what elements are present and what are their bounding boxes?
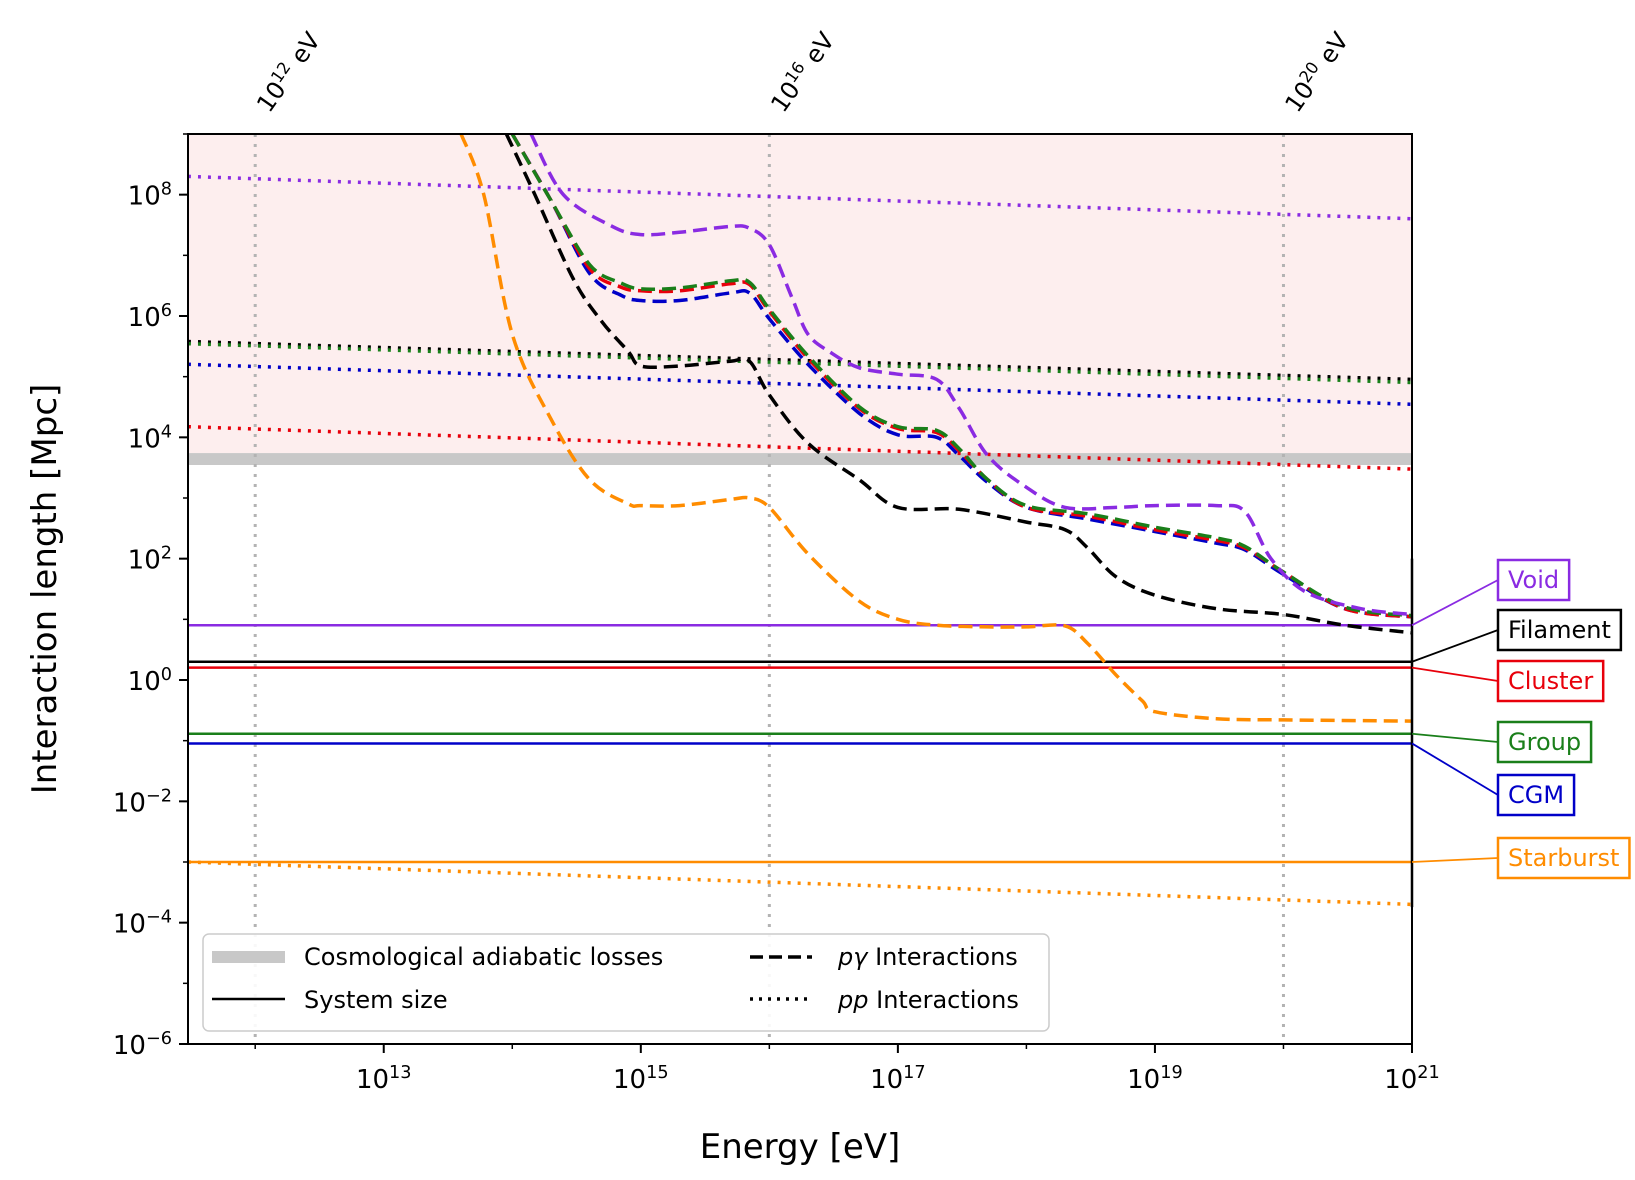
pp-line-filament xyxy=(188,339,1412,382)
env-label-box-void xyxy=(1496,558,1571,602)
top-marker-label-1: 1016eV xyxy=(763,25,840,117)
shaded-region xyxy=(188,134,1412,454)
x-axis-title: Energy [eV] xyxy=(700,1127,901,1167)
x-tick-label-3-exp: 19 xyxy=(1160,1063,1183,1083)
env-label-box-starburst xyxy=(1496,836,1631,880)
pgamma-line-void xyxy=(529,134,1412,617)
y-tick-label-6-exp: 6 xyxy=(161,301,172,321)
y-tick-label-1-base: 10 xyxy=(113,910,146,940)
top-marker-label-2: 1020eV xyxy=(1277,25,1354,117)
env-label-filament: Filament xyxy=(1508,616,1611,644)
axes: 1013 1015 1017 1019 102110−610−410−210010210… xyxy=(113,133,1440,1095)
y-tick-label-0-exp: −6 xyxy=(146,1029,172,1049)
x-tick-label-2-base: 10 xyxy=(870,1065,903,1095)
x-tick-label-4-exp: 21 xyxy=(1417,1063,1440,1083)
x-tick-label-0-base: 10 xyxy=(356,1065,389,1095)
x-tick-label-2-exp: 17 xyxy=(903,1063,926,1083)
env-leader-cgm xyxy=(1411,742,1499,796)
env-label-box-group xyxy=(1496,720,1593,764)
legend-label-pp: pp Interactions xyxy=(837,986,1019,1014)
pgamma-line-filament xyxy=(504,134,1412,635)
y-axis-title: Interaction length [Mpc] xyxy=(25,384,65,795)
top-marker-label-2-unit: eV xyxy=(1313,27,1354,69)
y-tick-label-3-exp: 0 xyxy=(161,665,172,685)
x-tick-label-3-base: 10 xyxy=(1127,1065,1160,1095)
legend: Cosmological adiabatic losses System siz… xyxy=(202,933,1050,1032)
env-label-starburst: Starburst xyxy=(1508,844,1619,872)
series-layer xyxy=(188,134,1412,907)
y-tick-label-7-base: 10 xyxy=(128,182,161,212)
top-marker-gridlines xyxy=(253,134,1285,1044)
y-tick-label-1: 10−4 xyxy=(113,908,172,940)
x-tick-label-1: 1015 xyxy=(613,1063,669,1095)
y-tick-label-0: 10−6 xyxy=(113,1029,172,1061)
pgamma-line-cgm xyxy=(510,134,1412,619)
legend-label-cosmological: Cosmological adiabatic losses xyxy=(304,943,663,971)
env-label-box-cluster xyxy=(1496,659,1605,703)
pp-line-cluster xyxy=(188,424,1412,471)
env-leader-filament xyxy=(1411,629,1499,663)
x-tick-label-4-base: 10 xyxy=(1384,1065,1417,1095)
y-tick-label-2-exp: −2 xyxy=(146,786,172,806)
pgamma-line-starburst xyxy=(459,134,1412,723)
env-label-void: Void xyxy=(1508,566,1559,594)
pp-line-group xyxy=(188,341,1412,385)
top-marker-label-0: 1012eV xyxy=(249,25,326,117)
env-leader-cluster xyxy=(1411,666,1499,682)
y-tick-label-4-base: 10 xyxy=(128,546,161,576)
y-tick-label-7-exp: 8 xyxy=(161,180,172,200)
top-marker-label-0-base: 10 xyxy=(251,76,291,117)
env-leader-group xyxy=(1411,732,1499,743)
y-tick-label-5-exp: 4 xyxy=(161,422,172,442)
x-tick-label-2: 1017 xyxy=(870,1063,926,1095)
cosmological-adiabatic-band xyxy=(188,453,1412,465)
env-label-cluster: Cluster xyxy=(1508,667,1593,695)
y-tick-label-3-base: 10 xyxy=(128,667,161,697)
legend-label-pgamma: pγ Interactions xyxy=(837,943,1018,971)
y-tick-label-6-base: 10 xyxy=(128,303,161,333)
top-marker-label-0-unit: eV xyxy=(285,27,326,69)
env-leader-starburst xyxy=(1411,857,1499,863)
legend-box xyxy=(202,933,1050,1032)
y-tick-label-4-exp: 2 xyxy=(161,544,172,564)
legend-label-system-size: System size xyxy=(304,986,448,1014)
top-energy-markers: 1012eV 1016eV 1020eV xyxy=(249,25,1354,118)
pp-line-starburst xyxy=(188,860,1412,907)
y-tick-label-2: 10−2 xyxy=(113,786,172,818)
legend-math-pgamma: pγ xyxy=(837,943,869,971)
y-tick-label-6: 106 xyxy=(128,301,172,333)
pp-line-cgm xyxy=(188,362,1412,407)
y-tick-label-0-base: 10 xyxy=(113,1031,146,1061)
x-tick-label-1-exp: 15 xyxy=(646,1063,669,1083)
legend-text-pgamma: Interactions xyxy=(875,943,1018,971)
environment-labels: Void Filament Cluster Group CGM Starburst xyxy=(1410,558,1631,908)
env-label-cgm: CGM xyxy=(1508,781,1564,809)
legend-text-pp: Interactions xyxy=(876,986,1019,1014)
x-tick-label-4: 1021 xyxy=(1384,1063,1440,1095)
env-label-group: Group xyxy=(1508,728,1581,756)
y-tick-label-4: 102 xyxy=(128,544,172,576)
x-tick-label-0-exp: 13 xyxy=(389,1063,412,1083)
y-tick-label-1-exp: −4 xyxy=(146,908,172,928)
env-label-box-cgm xyxy=(1496,773,1576,817)
env-label-box-filament xyxy=(1496,608,1623,652)
top-marker-label-1-base: 10 xyxy=(765,76,805,117)
env-leader-void xyxy=(1411,579,1499,627)
y-tick-label-7: 108 xyxy=(128,180,172,212)
y-tick-label-3: 100 xyxy=(128,665,172,697)
top-marker-label-2-base: 10 xyxy=(1279,76,1319,117)
top-marker-label-1-unit: eV xyxy=(799,27,840,69)
y-tick-label-5: 104 xyxy=(128,422,172,454)
legend-math-pp: pp xyxy=(837,986,868,1014)
x-tick-label-0: 1013 xyxy=(356,1063,412,1095)
pgamma-line-group xyxy=(510,134,1412,618)
x-tick-label-3: 1019 xyxy=(1127,1063,1183,1095)
y-tick-label-2-base: 10 xyxy=(113,788,146,818)
x-tick-label-1-base: 10 xyxy=(613,1065,646,1095)
y-tick-label-5-base: 10 xyxy=(128,424,161,454)
pp-line-void xyxy=(188,174,1412,221)
